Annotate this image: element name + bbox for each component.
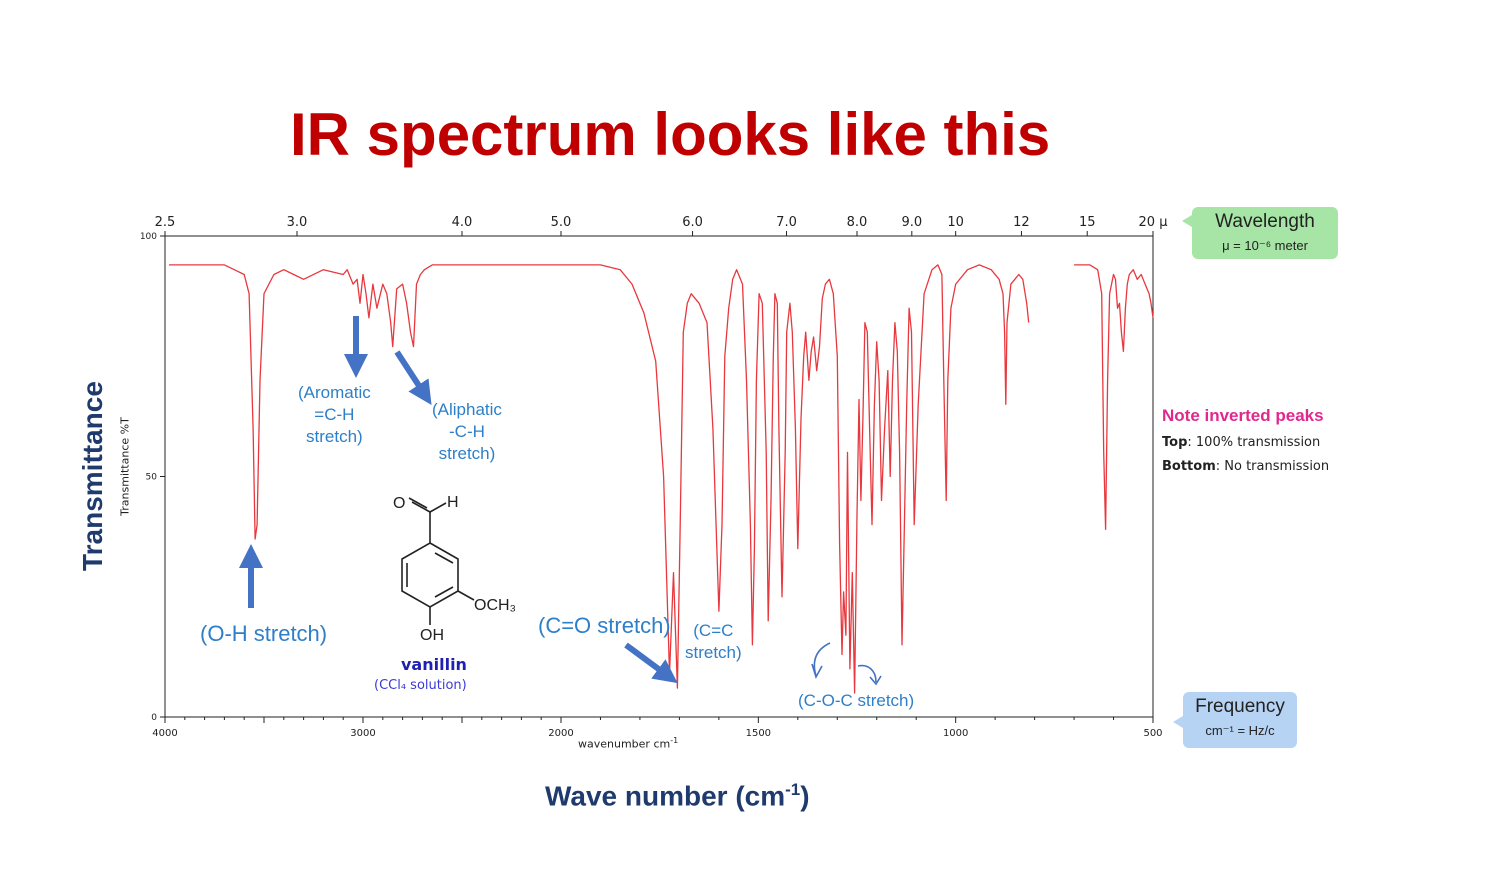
aliphatic-line-1: (Aliphatic: [432, 400, 502, 419]
top-tick-label: 4.0: [452, 215, 473, 230]
aromatic-line-3: stretch): [306, 426, 363, 446]
note-bottom-key: Bottom: [1162, 459, 1216, 474]
x-tick-label: 1000: [943, 728, 968, 739]
coc-arrowhead-left: [811, 663, 823, 680]
aliphatic-arrow: [394, 350, 432, 406]
oh-annotation: (O-H stretch): [200, 621, 328, 646]
x-tick-label: 1500: [746, 728, 771, 739]
y-tick-label: 100: [140, 232, 157, 242]
top-axis-ticks: 2.5 3.0 4.0 5.0 6.0 7.0 8.0 9.0 10 12 15 20 μ: [155, 215, 1168, 236]
top-tick-label: 3.0: [287, 215, 308, 230]
aromatic-annotation: (Aromatic =C-H stretch): [298, 382, 371, 447]
top-tick-label: 8.0: [847, 215, 868, 230]
spectrum-line: [1074, 264, 1154, 531]
wavelength-callout: Wavelength μ = 10⁻⁶ meter: [1182, 207, 1338, 259]
top-tick-label: 12: [1013, 215, 1030, 230]
x-axis-title-large: Wave number (cm-1): [545, 780, 810, 812]
coc-arrow-left: [813, 642, 831, 677]
top-tick-label: 20 μ: [1139, 215, 1168, 230]
aliphatic-line-2: -C-H: [449, 421, 485, 441]
vanillin-structure: [401, 497, 475, 625]
atom-h: H: [447, 494, 459, 511]
x-tick-label: 4000: [152, 728, 177, 739]
x-axis-title-tail: ): [800, 780, 810, 812]
atom-oh: OH: [420, 627, 444, 644]
top-tick-label: 6.0: [682, 215, 703, 230]
aliphatic-line-3: stretch): [438, 443, 496, 463]
y-axis-label: Transmittance %T: [118, 417, 132, 516]
note-heading: Note inverted peaks: [1162, 406, 1324, 425]
note-bottom: Bottom: No transmission: [1162, 459, 1329, 474]
co-annotation: (C=O stretch): [538, 613, 671, 638]
aromatic-line-2: =C-H: [314, 404, 355, 424]
x-axis-label-main: wavenumber cm: [578, 737, 671, 751]
coc-arrowhead-right: [869, 675, 882, 686]
top-tick-label: 10: [947, 215, 964, 230]
left-axis-ticks: 0 50 100: [140, 232, 165, 723]
atom-o: O: [393, 495, 405, 512]
compound-solvent: (CCl₄ solution): [374, 678, 467, 693]
x-axis-title-main: Wave number (cm: [545, 780, 786, 812]
top-tick-label: 9.0: [901, 215, 922, 230]
x-tick-label: 3000: [350, 728, 375, 739]
frequency-subtitle: cm⁻¹ = Hz/c: [1205, 723, 1275, 738]
coc-annotation: (C-O-C stretch): [798, 691, 915, 710]
x-axis-label: wavenumber cm-1: [578, 736, 678, 751]
note-bottom-text: : No transmission: [1215, 459, 1330, 474]
x-axis-title-sup: -1: [785, 780, 801, 799]
top-tick-label: 5.0: [551, 215, 572, 230]
x-tick-label: 2000: [548, 728, 573, 739]
note-top: Top: 100% transmission: [1162, 435, 1320, 450]
cc-line-1: (C=C: [693, 621, 734, 640]
cc-line-2: stretch): [685, 642, 742, 662]
note-top-text: : 100% transmission: [1187, 435, 1321, 450]
aliphatic-annotation: (Aliphatic -C-H stretch): [432, 399, 502, 464]
cc-annotation: (C=C stretch): [685, 620, 742, 664]
coc-arrow-right: [857, 664, 877, 683]
y-tick-label: 50: [146, 473, 158, 483]
top-tick-label: 7.0: [776, 215, 797, 230]
top-tick-label: 2.5: [155, 215, 176, 230]
frequency-title: Frequency: [1195, 696, 1285, 717]
co-arrow: [624, 642, 678, 684]
y-tick-label: 0: [151, 713, 157, 723]
spectrum-line: [169, 264, 1030, 694]
page-title: IR spectrum looks like this: [290, 101, 1051, 168]
x-tick-label: 500: [1143, 728, 1162, 739]
y-axis-title-large: Transmittance: [77, 381, 108, 571]
bottom-axis-ticks: 4000 3000 2000 1500 1000 500: [152, 717, 1163, 739]
x-axis-label-sup: -1: [670, 736, 679, 745]
top-tick-label: 15: [1079, 215, 1096, 230]
aromatic-line-1: (Aromatic: [298, 383, 371, 402]
atom-och3: OCH₃: [474, 597, 516, 614]
frequency-callout: Frequency cm⁻¹ = Hz/c: [1173, 692, 1297, 748]
wavelength-subtitle: μ = 10⁻⁶ meter: [1222, 238, 1308, 253]
note-top-key: Top: [1162, 435, 1188, 450]
compound-name: vanillin: [401, 655, 467, 674]
spectrum-series: [169, 264, 1154, 694]
wavelength-title: Wavelength: [1215, 211, 1315, 232]
